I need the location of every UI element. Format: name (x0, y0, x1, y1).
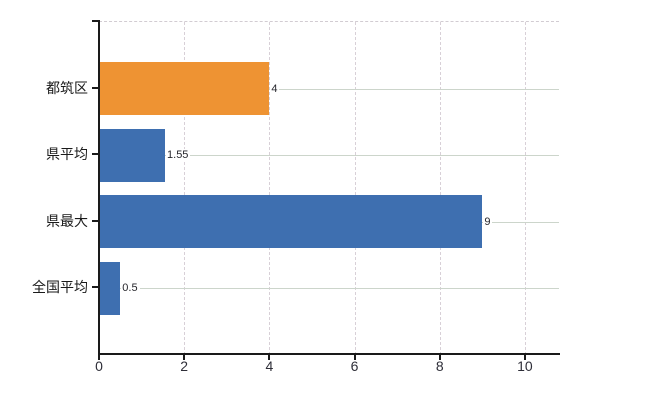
category-label: 都筑区 (46, 79, 88, 96)
category-label: 全国平均 (32, 279, 88, 296)
x-tick-label: 0 (95, 358, 103, 374)
category-label: 県平均 (46, 146, 88, 163)
category-label: 県最大 (46, 212, 88, 229)
y-axis-line (98, 20, 100, 354)
y-tick-mark (92, 86, 99, 89)
y-tick-mark (92, 153, 99, 156)
value-label: 1.55 (166, 149, 191, 162)
x-tick-mark (353, 355, 356, 360)
v-gridline (269, 22, 271, 355)
v-gridline (439, 22, 441, 355)
x-tick-mark (268, 355, 271, 360)
x-tick-mark (438, 355, 441, 360)
v-gridline (184, 22, 186, 355)
value-label: 4 (270, 82, 280, 95)
x-tick-label: 2 (180, 358, 189, 374)
y-tick-mark (92, 219, 99, 222)
plot-area: 4 1.55 9 0.5 (99, 21, 559, 355)
h-gridline (99, 88, 559, 90)
bar (99, 261, 121, 315)
bar (99, 128, 166, 182)
x-tick-label: 4 (265, 358, 274, 374)
v-gridline (354, 22, 356, 355)
x-tick-mark (523, 355, 526, 360)
h-gridline (99, 155, 559, 157)
value-label: 9 (483, 215, 493, 228)
v-gridline (524, 22, 526, 355)
x-tick-label: 10 (517, 358, 533, 374)
x-tick-mark (98, 355, 100, 360)
x-axis-line (98, 353, 560, 355)
x-tick-label: 8 (435, 358, 444, 374)
bar (99, 62, 270, 116)
y-tick-mark (92, 20, 99, 22)
value-label: 0.5 (121, 282, 140, 295)
x-tick-label: 6 (350, 358, 359, 374)
h-gridline (99, 288, 559, 290)
y-tick-mark (92, 286, 99, 289)
x-tick-mark (183, 355, 186, 360)
bar (99, 195, 483, 249)
